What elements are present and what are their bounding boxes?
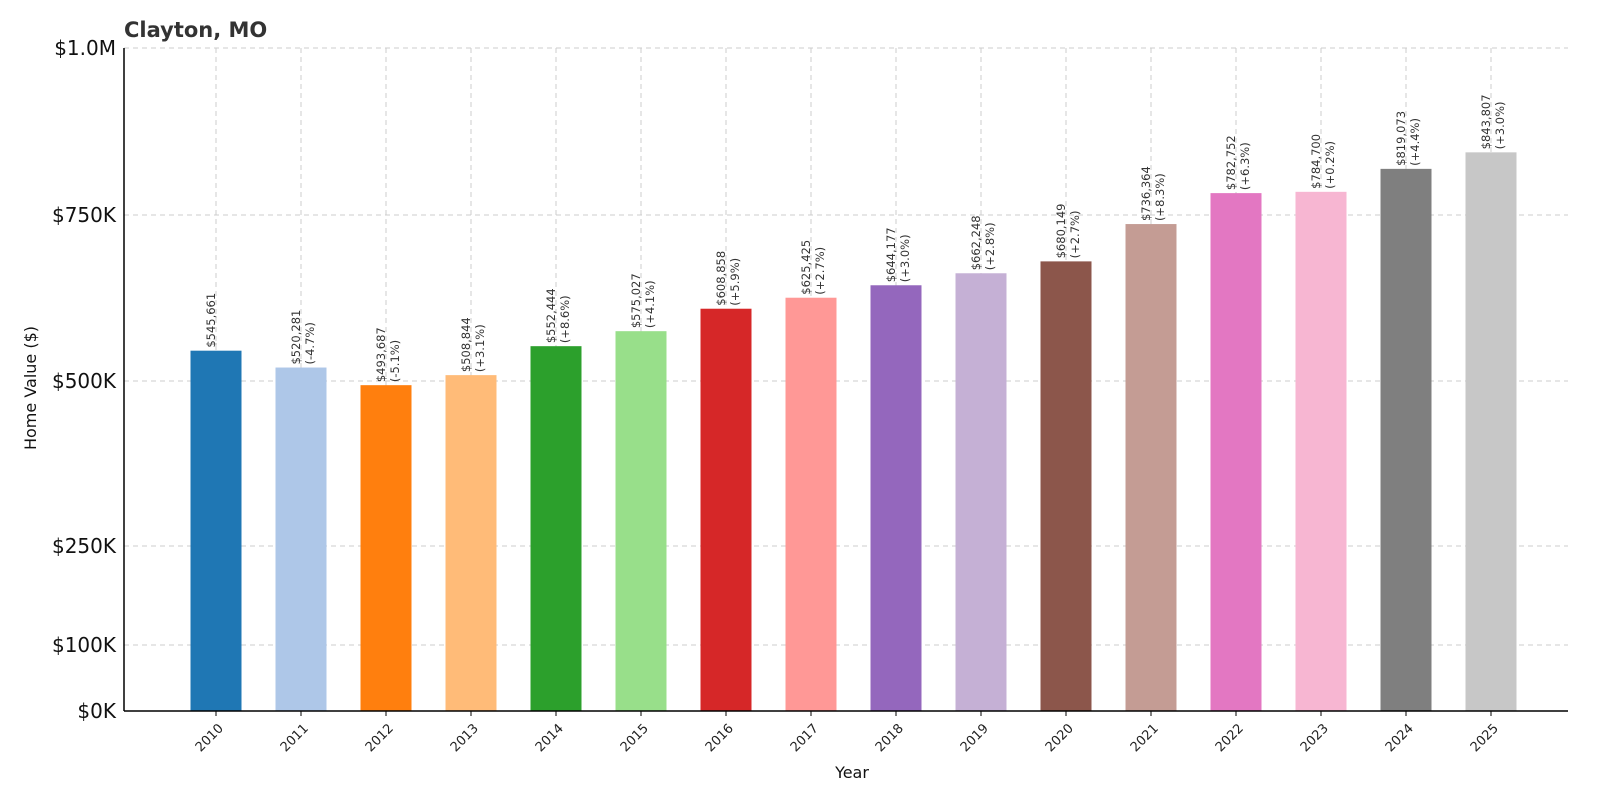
y-tick-label: $1.0M [54, 36, 116, 60]
data-label-change: (+0.2%) [1323, 141, 1337, 189]
data-label-change: (+3.0%) [898, 234, 912, 282]
x-tick-label: 2020 [1043, 721, 1077, 755]
y-tick-label: $0K [77, 699, 116, 723]
bar-2025 [1465, 152, 1517, 712]
data-label-value: $625,425 [799, 240, 813, 295]
bar-2012 [360, 385, 412, 711]
data-label-value: $520,281 [289, 310, 303, 365]
data-label-value: $545,661 [204, 293, 218, 348]
data-label-value: $819,073 [1394, 111, 1408, 166]
bar-2017 [785, 297, 837, 711]
bar-2010 [190, 350, 242, 711]
x-tick-label: 2016 [703, 721, 737, 755]
bar-2014 [530, 346, 582, 711]
y-tick-label: $500K [52, 369, 117, 393]
x-tick-label: 2024 [1383, 721, 1417, 755]
data-label-change: (-4.7%) [303, 322, 317, 364]
bar-2023 [1295, 191, 1347, 711]
y-tick-label: $750K [52, 203, 117, 227]
x-tick-label: 2010 [193, 721, 227, 755]
data-label-value: $736,364 [1139, 166, 1153, 221]
data-label-change: (+4.1%) [643, 280, 657, 328]
data-label-value: $662,248 [969, 215, 983, 270]
x-tick-label: 2015 [618, 721, 652, 755]
data-label-change: (+4.4%) [1408, 118, 1422, 166]
x-tick-label: 2013 [448, 721, 482, 755]
bar-2020 [1040, 261, 1092, 711]
x-tick-label: 2012 [363, 721, 397, 755]
data-label-change: (+2.8%) [983, 222, 997, 270]
bar-2021 [1125, 224, 1177, 711]
y-axis-label: Home Value ($) [21, 326, 40, 450]
data-label-change: (+2.7%) [1068, 211, 1082, 259]
x-tick-label: 2014 [533, 721, 567, 755]
bar-2016 [700, 308, 752, 711]
data-label-value: $508,844 [459, 317, 473, 372]
bar-2019 [955, 273, 1007, 711]
bar-2024 [1380, 168, 1432, 711]
data-label-value: $784,700 [1309, 134, 1323, 189]
x-tick-label: 2011 [278, 721, 312, 755]
x-tick-label: 2018 [873, 721, 907, 755]
data-label-change: (+8.3%) [1153, 173, 1167, 221]
x-tick-label: 2019 [958, 721, 992, 755]
y-tick-label: $250K [52, 534, 117, 558]
x-tick-labels: 2010 2011 2012 2013 2014 2015 2016 2017 2018 2019… [193, 711, 1502, 755]
data-label-value: $552,444 [544, 288, 558, 343]
bar-2011 [275, 367, 327, 711]
x-tick-label: 2023 [1298, 721, 1332, 755]
x-tick-label: 2017 [788, 721, 822, 755]
data-label-change: (+3.1%) [473, 324, 487, 372]
data-label-value: $608,858 [714, 251, 728, 306]
data-label-value: $843,807 [1479, 94, 1493, 149]
data-label-change: (-5.1%) [388, 340, 402, 382]
bars [190, 152, 1517, 712]
data-label-change: (+3.0%) [1493, 102, 1507, 150]
x-tick-label: 2025 [1468, 721, 1502, 755]
bar-2018 [870, 285, 922, 711]
data-labels: $545,661 $520,281 (-4.7%) $493,687 (-5.1%) $5… [204, 94, 1507, 382]
data-label-value: $782,752 [1224, 135, 1238, 190]
data-label-change: (+5.9%) [728, 258, 742, 306]
data-label-change: (+8.6%) [558, 295, 572, 343]
y-tick-label: $100K [52, 633, 117, 657]
data-label-change: (+6.3%) [1238, 142, 1252, 190]
data-label-value: $575,027 [629, 273, 643, 328]
data-label-change: (+2.7%) [813, 247, 827, 295]
data-label-value: $493,687 [374, 327, 388, 382]
y-tick-labels: $0K $100K $250K $500K $750K $1.0M [52, 36, 117, 723]
chart-title: Clayton, MO [124, 18, 267, 42]
x-tick-label: 2022 [1213, 721, 1247, 755]
x-axis-label: Year [834, 763, 869, 782]
data-label-value: $680,149 [1054, 204, 1068, 259]
grid [124, 47, 1568, 711]
x-tick-label: 2021 [1128, 721, 1162, 755]
axes [123, 48, 1568, 712]
bar-2022 [1210, 193, 1262, 712]
bar-2015 [615, 331, 667, 711]
data-label-value: $644,177 [884, 227, 898, 282]
bar-2013 [445, 375, 497, 711]
